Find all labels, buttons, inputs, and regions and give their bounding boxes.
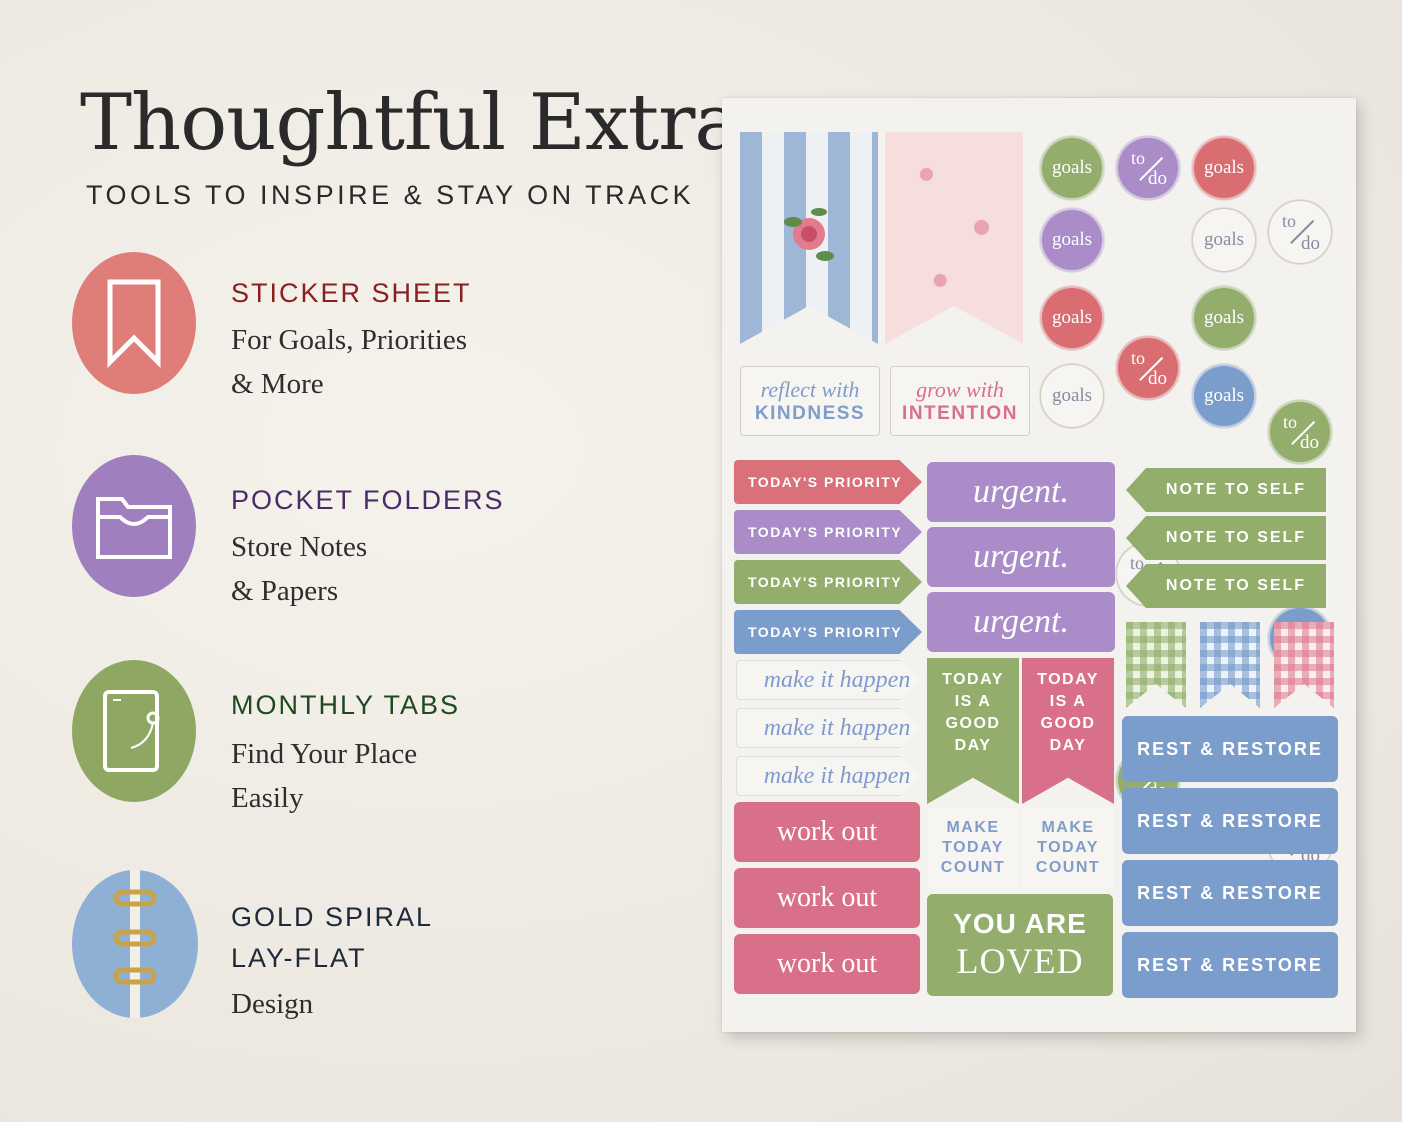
feature-title: STICKER SHEET [231, 278, 472, 308]
good-day-sticker: TODAY IS A GOOD DAY [1022, 658, 1114, 804]
feature-title: POCKET FOLDERS [231, 485, 505, 515]
feature-desc-line2: & More [231, 368, 324, 400]
todo-do: do [1148, 368, 1167, 389]
page-subtitle: TOOLS TO INSPIRE & STAY ON TRACK [86, 180, 695, 210]
urgent-sticker: urgent. [927, 462, 1115, 522]
gingham-blue-flag [1200, 622, 1260, 708]
todo-to: to [1282, 211, 1297, 231]
goals-dot-sticker: goals [1040, 364, 1104, 428]
rest-restore-sticker: REST & RESTORE [1122, 860, 1338, 926]
you-are-loved-sticker: YOU ARE LOVED [927, 894, 1113, 996]
goals-dot-sticker: goals [1040, 208, 1104, 272]
feature-title-line2: LAY-FLAT [231, 943, 367, 973]
work-out-sticker: work out [734, 934, 920, 994]
note-sticker: NOTE TO SELF [1126, 516, 1326, 560]
tablet-icon [72, 660, 196, 802]
todo-to: to [1130, 553, 1145, 573]
work-out-sticker: work out [734, 802, 920, 862]
note-sticker: NOTE TO SELF [1126, 468, 1326, 512]
priority-sticker: TODAY'S PRIORITY [734, 560, 922, 604]
grow-caps: INTENTION [902, 403, 1018, 424]
urgent-sticker: urgent. [927, 527, 1115, 587]
make-happen-sticker: make it happen [736, 756, 922, 796]
feature-desc-line1: Design [231, 988, 314, 1020]
reflect-caps: KINDNESS [754, 403, 866, 424]
make-happen-sticker: make it happen [736, 660, 922, 700]
good-day-sticker: TODAY IS A GOOD DAY [927, 658, 1019, 804]
reflect-script: reflect with [760, 377, 860, 402]
spiral-icon [72, 870, 198, 1018]
goals-dot-sticker: goals [1192, 136, 1256, 200]
feature-title: GOLD SPIRAL [231, 902, 434, 932]
loved-line1: YOU ARE [953, 908, 1087, 939]
gingham-pink-flag [1274, 622, 1334, 708]
feature-gold-spiral: GOLD SPIRAL LAY-FLAT Design [72, 870, 592, 1020]
todo-to: to [1283, 412, 1298, 432]
work-out-sticker: work out [734, 868, 920, 928]
feature-desc-line1: Find Your Place [231, 738, 418, 770]
feature-desc-line1: Store Notes [231, 531, 368, 563]
make-count-sticker: MAKE TODAY COUNT [927, 808, 1019, 888]
urgent-sticker: urgent. [927, 592, 1115, 652]
goals-dot-sticker: goals [1192, 364, 1256, 428]
goals-dot-sticker: goals [1192, 208, 1256, 272]
todo-do: do [1300, 432, 1319, 453]
loved-line2: LOVED [956, 941, 1084, 981]
gingham-green-flag [1126, 622, 1186, 708]
sticker-sheet: goals to do goals to do goals to do goals to do goal… [722, 98, 1356, 1032]
todo-to: to [1131, 148, 1146, 168]
todo-do: do [1148, 168, 1167, 189]
feature-title: MONTHLY TABS [231, 690, 461, 720]
make-happen-sticker: make it happen [736, 708, 922, 748]
goals-dot-sticker: goals [1040, 286, 1104, 350]
bookmark-icon [72, 252, 196, 394]
folder-icon [72, 455, 196, 597]
rest-restore-sticker: REST & RESTORE [1122, 716, 1338, 782]
rest-restore-sticker: REST & RESTORE [1122, 788, 1338, 854]
priority-sticker: TODAY'S PRIORITY [734, 510, 922, 554]
feature-desc-line2: & Papers [231, 575, 339, 607]
priority-sticker: TODAY'S PRIORITY [734, 610, 922, 654]
page-title: Thoughtful Extras [80, 78, 780, 168]
todo-do: do [1301, 233, 1320, 254]
striped-rose-flag [740, 132, 878, 344]
goals-dot-sticker: goals [1192, 286, 1256, 350]
rose-icon [784, 208, 834, 261]
rest-restore-sticker: REST & RESTORE [1122, 932, 1338, 998]
priority-sticker: TODAY'S PRIORITY [734, 460, 922, 504]
reflect-sticker: reflect with KINDNESS [740, 366, 880, 436]
note-sticker: NOTE TO SELF [1126, 564, 1326, 608]
todo-to: to [1131, 348, 1146, 368]
make-count-sticker: MAKE TODAY COUNT [1022, 808, 1114, 888]
feature-pocket-folders: POCKET FOLDERS Store Notes & Papers [72, 455, 592, 607]
feature-desc-line1: For Goals, Priorities [231, 324, 468, 356]
grow-sticker: grow with INTENTION [890, 366, 1030, 436]
feature-monthly-tabs: MONTHLY TABS Find Your Place Easily [72, 660, 592, 814]
grow-script: grow with [916, 377, 1004, 402]
feature-desc-line2: Easily [231, 782, 304, 814]
goals-dot-sticker: goals [1040, 136, 1104, 200]
feature-sticker-sheet: STICKER SHEET For Goals, Priorities & Mo… [72, 252, 592, 402]
